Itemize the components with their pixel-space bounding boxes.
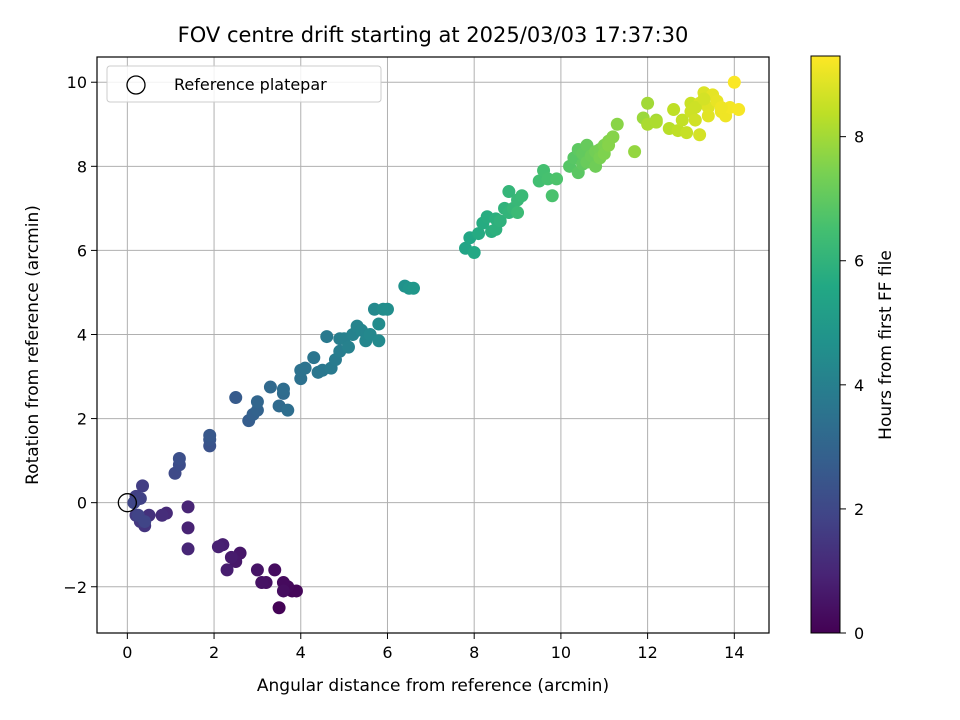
x-tick-label: 2	[209, 643, 219, 662]
data-point	[181, 542, 195, 556]
grid-lines	[97, 57, 769, 633]
x-tick-label: 10	[551, 643, 571, 662]
data-point	[341, 340, 355, 354]
data-point	[203, 428, 217, 442]
data-point	[276, 584, 290, 598]
reference-platepar-marker	[117, 493, 137, 513]
data-point	[250, 563, 264, 577]
x-tick-label: 12	[637, 643, 657, 662]
data-point	[229, 391, 243, 405]
data-point	[675, 113, 689, 127]
x-tick-label: 8	[469, 643, 479, 662]
data-point	[545, 189, 559, 203]
y-tick-label: 2	[77, 410, 87, 429]
y-tick-label: 0	[77, 494, 87, 513]
data-point	[688, 100, 702, 114]
data-point	[732, 103, 746, 117]
data-point	[550, 172, 564, 186]
data-point	[307, 351, 321, 365]
x-axis-label: Angular distance from reference (arcmin)	[257, 676, 609, 696]
x-axis-ticks: 0 2 4 6 8 10 12 14	[122, 633, 744, 662]
legend-label: Reference platepar	[174, 75, 327, 94]
data-point	[515, 189, 529, 203]
legend-marker-open-circle	[126, 75, 146, 95]
data-point	[255, 576, 269, 590]
plot-frame	[96, 56, 770, 634]
data-point	[714, 100, 728, 114]
data-point	[602, 138, 616, 152]
y-tick-label: 6	[77, 241, 87, 260]
data-point	[268, 563, 282, 577]
data-point	[628, 145, 642, 159]
data-point	[372, 317, 386, 331]
legend: Reference platepar	[106, 65, 382, 103]
y-tick-label: 8	[77, 157, 87, 176]
colorbar-tick-label: 6	[854, 252, 864, 271]
data-point	[136, 479, 150, 493]
data-point	[372, 334, 386, 348]
colorbar-tick-label: 8	[854, 128, 864, 147]
data-point	[727, 75, 741, 89]
x-tick-label: 6	[382, 643, 392, 662]
data-point	[641, 96, 655, 110]
data-point	[181, 521, 195, 535]
y-tick-label: 10	[67, 73, 87, 92]
y-tick-label: −2	[63, 578, 87, 597]
data-point	[211, 540, 225, 554]
data-points	[117, 75, 746, 615]
data-point	[250, 395, 264, 409]
data-point	[667, 103, 681, 117]
data-point	[380, 302, 394, 316]
data-point	[298, 361, 312, 375]
colorbar: 0 2 4 6 8 Hours from first FF file	[810, 55, 896, 643]
colorbar-tick-label: 2	[854, 500, 864, 519]
data-point	[320, 330, 334, 344]
x-tick-label: 0	[122, 643, 132, 662]
data-point	[263, 380, 277, 394]
colorbar-ticks: 0 2 4 6 8	[840, 128, 864, 643]
data-point	[701, 109, 715, 123]
data-point	[472, 227, 486, 241]
data-point	[155, 508, 169, 522]
data-point	[511, 206, 525, 220]
data-point	[127, 496, 141, 510]
colorbar-gradient	[810, 55, 841, 634]
chart-title: FOV centre drift starting at 2025/03/03 …	[178, 23, 689, 47]
data-point	[181, 500, 195, 514]
x-tick-label: 4	[296, 643, 306, 662]
data-point	[220, 563, 234, 577]
data-point	[272, 601, 286, 615]
y-axis-ticks: −2 0 2 4 6 8 10	[63, 73, 97, 597]
data-point	[276, 382, 290, 396]
data-point	[680, 126, 694, 140]
data-point	[502, 185, 516, 199]
legend-box	[106, 65, 382, 103]
data-point	[224, 550, 238, 564]
data-point	[697, 92, 711, 106]
data-point	[138, 515, 152, 529]
data-point	[688, 113, 702, 127]
data-point	[693, 128, 707, 142]
data-point	[649, 115, 663, 129]
colorbar-label: Hours from first FF file	[876, 250, 896, 440]
data-point	[610, 117, 624, 131]
data-point	[467, 246, 481, 260]
data-point	[493, 214, 507, 228]
x-tick-label: 14	[724, 643, 744, 662]
data-point	[281, 403, 295, 417]
y-tick-label: 4	[77, 325, 87, 344]
data-point	[406, 281, 420, 295]
colorbar-tick-label: 0	[854, 624, 864, 643]
data-point	[172, 452, 186, 466]
y-axis-label: Rotation from reference (arcmin)	[23, 205, 43, 485]
colorbar-tick-label: 4	[854, 376, 864, 395]
